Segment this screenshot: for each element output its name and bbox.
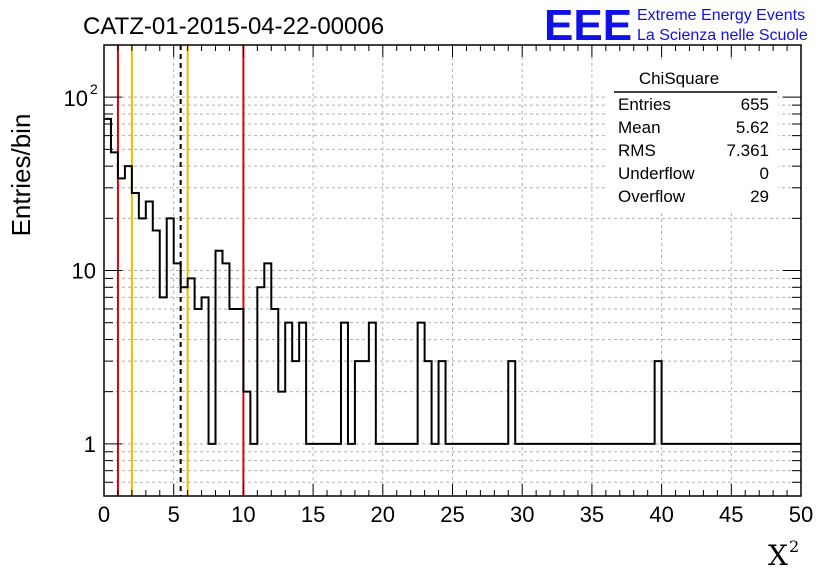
x-tick-labels: 0 5 10 15 20 25 30 35 40 45 50 [98,502,813,527]
plot-frame [103,44,802,497]
x-tick-label: 45 [719,502,743,527]
y-tick-label: 10 [64,86,88,111]
logo-line2: La Scienza nelle Scuole [637,27,808,44]
x-tick-label: 0 [98,502,110,527]
x-tick-label: 50 [789,502,813,527]
x-tick-label: 40 [649,502,673,527]
histogram-outline [104,117,801,445]
stats-row-label: Overflow [618,187,686,206]
y-axis-label: Entries/bin [6,114,36,237]
stats-box-background [608,63,778,213]
grid-lines [104,45,801,496]
stats-rows: Entries 655 Mean 5.62 RMS 7.361 Underflow 0 Over… [618,95,769,206]
x-axis-label: X 2 [768,537,799,572]
y-tick-label: 10 [72,259,96,284]
stats-row-value: 0 [760,164,769,183]
y-tick-label-exponent: 2 [90,81,98,97]
logo-line1: Extreme Energy Events [637,7,805,24]
x-tick-label: 25 [440,502,464,527]
x-axis-label-base: X [768,539,788,572]
x-tick-label: 5 [168,502,180,527]
eee-logo: EEE Extreme Energy Events La Scienza nel… [544,1,808,50]
x-axis-label-exponent: 2 [789,537,799,556]
stats-row-value: 5.62 [736,118,769,137]
chart-title: CATZ-01-2015-04-22-00006 [83,13,384,40]
x-tick-label: 15 [301,502,325,527]
stats-row-value: 655 [741,95,769,114]
stats-row-value: 7.361 [726,141,769,160]
stats-box: ChiSquare Entries 655 Mean 5.62 RMS 7.361 Unde… [608,63,778,213]
stats-row-value: 29 [750,187,769,206]
y-tick-label: 1 [84,432,96,457]
stats-row-label: Mean [618,118,661,137]
x-tick-label: 35 [580,502,604,527]
x-tick-label: 10 [231,502,255,527]
stats-row-label: RMS [618,141,656,160]
stats-title: ChiSquare [639,69,719,88]
logo-mark: EEE [544,1,632,50]
stats-row-label: Entries [618,95,671,114]
stats-row-label: Underflow [618,164,695,183]
x-tick-label: 30 [510,502,534,527]
x-tick-label: 20 [371,502,395,527]
